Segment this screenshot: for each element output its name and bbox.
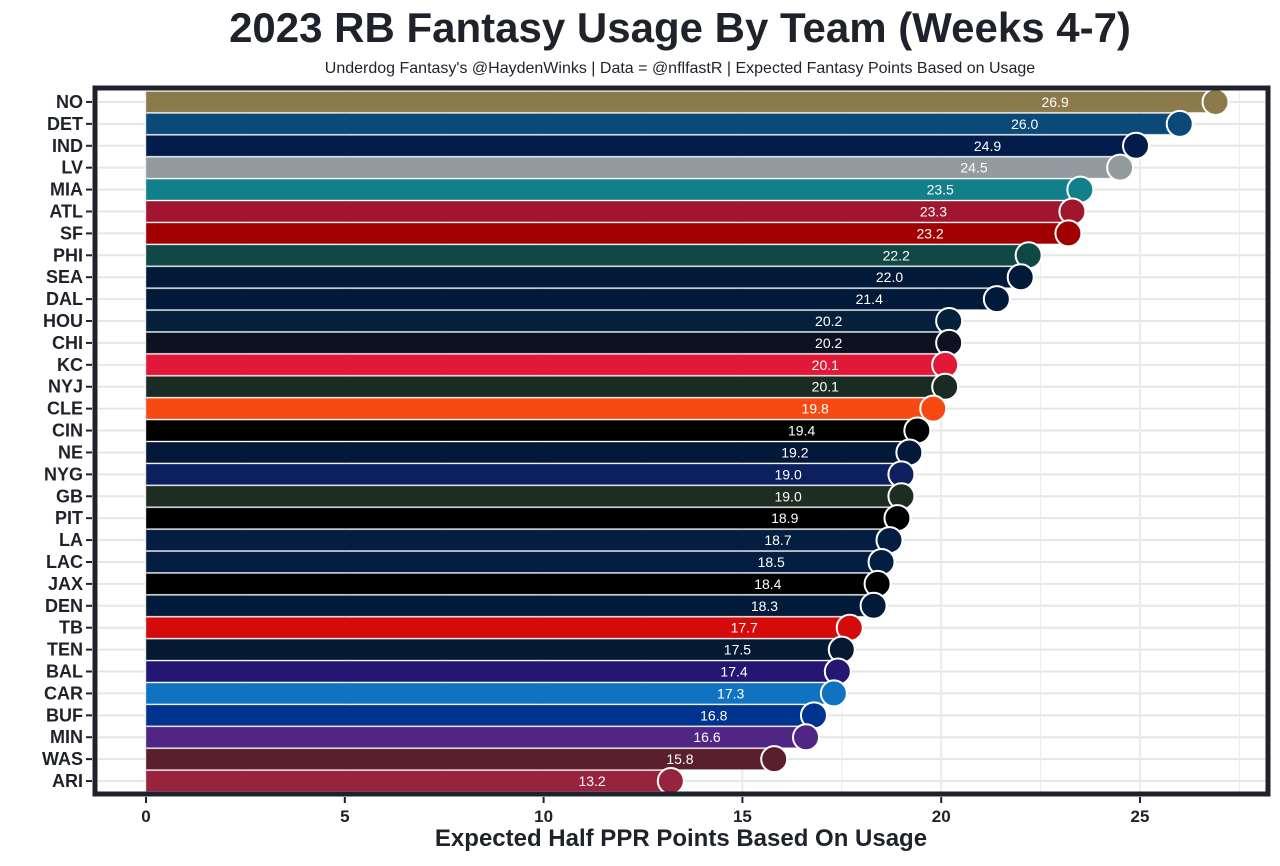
y-tick-label: ARI [52, 771, 83, 791]
team-logo-ind [1122, 131, 1151, 160]
y-tick-label: IND [52, 136, 83, 156]
y-tick-label: LAC [46, 552, 83, 572]
y-tick-label: CIN [52, 421, 83, 441]
data-label-sea: 22.0 [876, 269, 903, 285]
y-tick-label: TB [59, 618, 83, 638]
y-tick-label: MIA [50, 180, 83, 200]
data-label-chi: 20.2 [815, 335, 842, 351]
data-label-dal: 21.4 [856, 291, 883, 307]
x-tick-label: 5 [340, 807, 349, 826]
data-label-was: 15.8 [666, 751, 693, 767]
x-tick-label: 0 [141, 807, 150, 826]
team-logo-det [1165, 109, 1194, 138]
data-label-lv: 24.5 [960, 160, 987, 176]
data-label-cin: 19.4 [788, 423, 815, 439]
y-tick-label: BUF [46, 705, 83, 725]
data-label-ne: 19.2 [781, 444, 808, 460]
y-tick-label: MIN [50, 727, 83, 747]
y-tick-label: NO [56, 92, 83, 112]
y-tick-label: CLE [47, 399, 83, 419]
team-logo-car [819, 679, 848, 708]
data-label-tb: 17.7 [731, 620, 758, 636]
data-label-jax: 18.4 [754, 576, 781, 592]
data-label-bal: 17.4 [720, 664, 747, 680]
team-logo-min [792, 723, 821, 752]
data-label-sf: 23.2 [916, 225, 943, 241]
y-tick-label: SF [60, 223, 83, 243]
data-label-cle: 19.8 [802, 401, 829, 417]
data-label-hou: 20.2 [815, 313, 842, 329]
data-label-car: 17.3 [717, 685, 744, 701]
y-tick-label: WAS [42, 749, 83, 769]
y-tick-label: HOU [43, 311, 83, 331]
y-tick-label: LV [61, 158, 83, 178]
data-label-ari: 13.2 [578, 773, 605, 789]
x-axis-title: Expected Half PPR Points Based On Usage [435, 825, 927, 852]
data-labels: 26.926.0 24.9 24.5 23.5 23.3 23.2 22.2 22.0 21.4… [578, 94, 1068, 789]
x-axis: 0 5 10 15 20 25 [141, 797, 1149, 826]
team-logo-sf [1054, 219, 1083, 248]
y-tick-label: KC [57, 355, 83, 375]
chart-title: 2023 RB Fantasy Usage By Team (Weeks 4-7… [229, 4, 1131, 51]
y-tick-label: SEA [46, 267, 83, 287]
team-logo-lv [1106, 153, 1135, 182]
y-tick-label: JAX [48, 574, 83, 594]
y-tick-label: PHI [53, 245, 83, 265]
chart-subtitle: Underdog Fantasy's @HaydenWinks | Data =… [325, 60, 1036, 77]
data-label-lac: 18.5 [758, 554, 785, 570]
y-tick-label: CHI [52, 333, 83, 353]
y-axis: NODETINDLVMIAATLSFPHISEADALHOUCHIKCNYJCL… [42, 92, 92, 791]
y-tick-label: BAL [46, 662, 83, 682]
x-tick-label: 10 [534, 807, 553, 826]
team-logos [656, 87, 1230, 796]
data-label-la: 18.7 [764, 532, 791, 548]
data-label-den: 18.3 [751, 598, 778, 614]
y-tick-label: LA [59, 530, 83, 550]
x-tick-label: 15 [733, 807, 752, 826]
y-tick-label: DET [47, 114, 83, 134]
data-label-nyg: 19.0 [774, 466, 801, 482]
data-label-mia: 23.5 [927, 182, 954, 198]
y-tick-label: DAL [46, 289, 83, 309]
y-tick-label: CAR [44, 683, 83, 703]
data-label-no: 26.9 [1041, 94, 1068, 110]
y-tick-label: PIT [55, 508, 83, 528]
data-label-det: 26.0 [1011, 116, 1038, 132]
team-logo-cle [919, 394, 948, 423]
data-label-ten: 17.5 [724, 642, 751, 658]
team-logo-dal [982, 285, 1011, 314]
data-label-min: 16.6 [693, 729, 720, 745]
team-logo-den [859, 591, 888, 620]
data-label-ind: 24.9 [974, 138, 1001, 154]
team-logo-nyj [931, 372, 960, 401]
team-logo-ari [656, 767, 685, 796]
x-tick-label: 25 [1131, 807, 1150, 826]
data-label-gb: 19.0 [774, 488, 801, 504]
data-label-atl: 23.3 [920, 203, 947, 219]
y-tick-label: DEN [45, 596, 83, 616]
x-tick-label: 20 [932, 807, 951, 826]
bars [145, 91, 1217, 792]
data-label-buf: 16.8 [700, 707, 727, 723]
y-tick-label: NE [58, 442, 83, 462]
team-logo-sea [1006, 263, 1035, 292]
team-logo-no [1201, 87, 1230, 116]
y-tick-label: TEN [47, 640, 83, 660]
data-label-nyj: 20.1 [812, 379, 839, 395]
y-tick-label: GB [56, 486, 83, 506]
data-label-kc: 20.1 [812, 357, 839, 373]
y-tick-label: ATL [49, 201, 83, 221]
data-label-pit: 18.9 [771, 510, 798, 526]
panel-border [92, 85, 1271, 797]
team-logo-was [760, 745, 789, 774]
data-label-phi: 22.2 [883, 247, 910, 263]
y-tick-label: NYJ [48, 377, 83, 397]
y-tick-label: NYG [44, 464, 83, 484]
